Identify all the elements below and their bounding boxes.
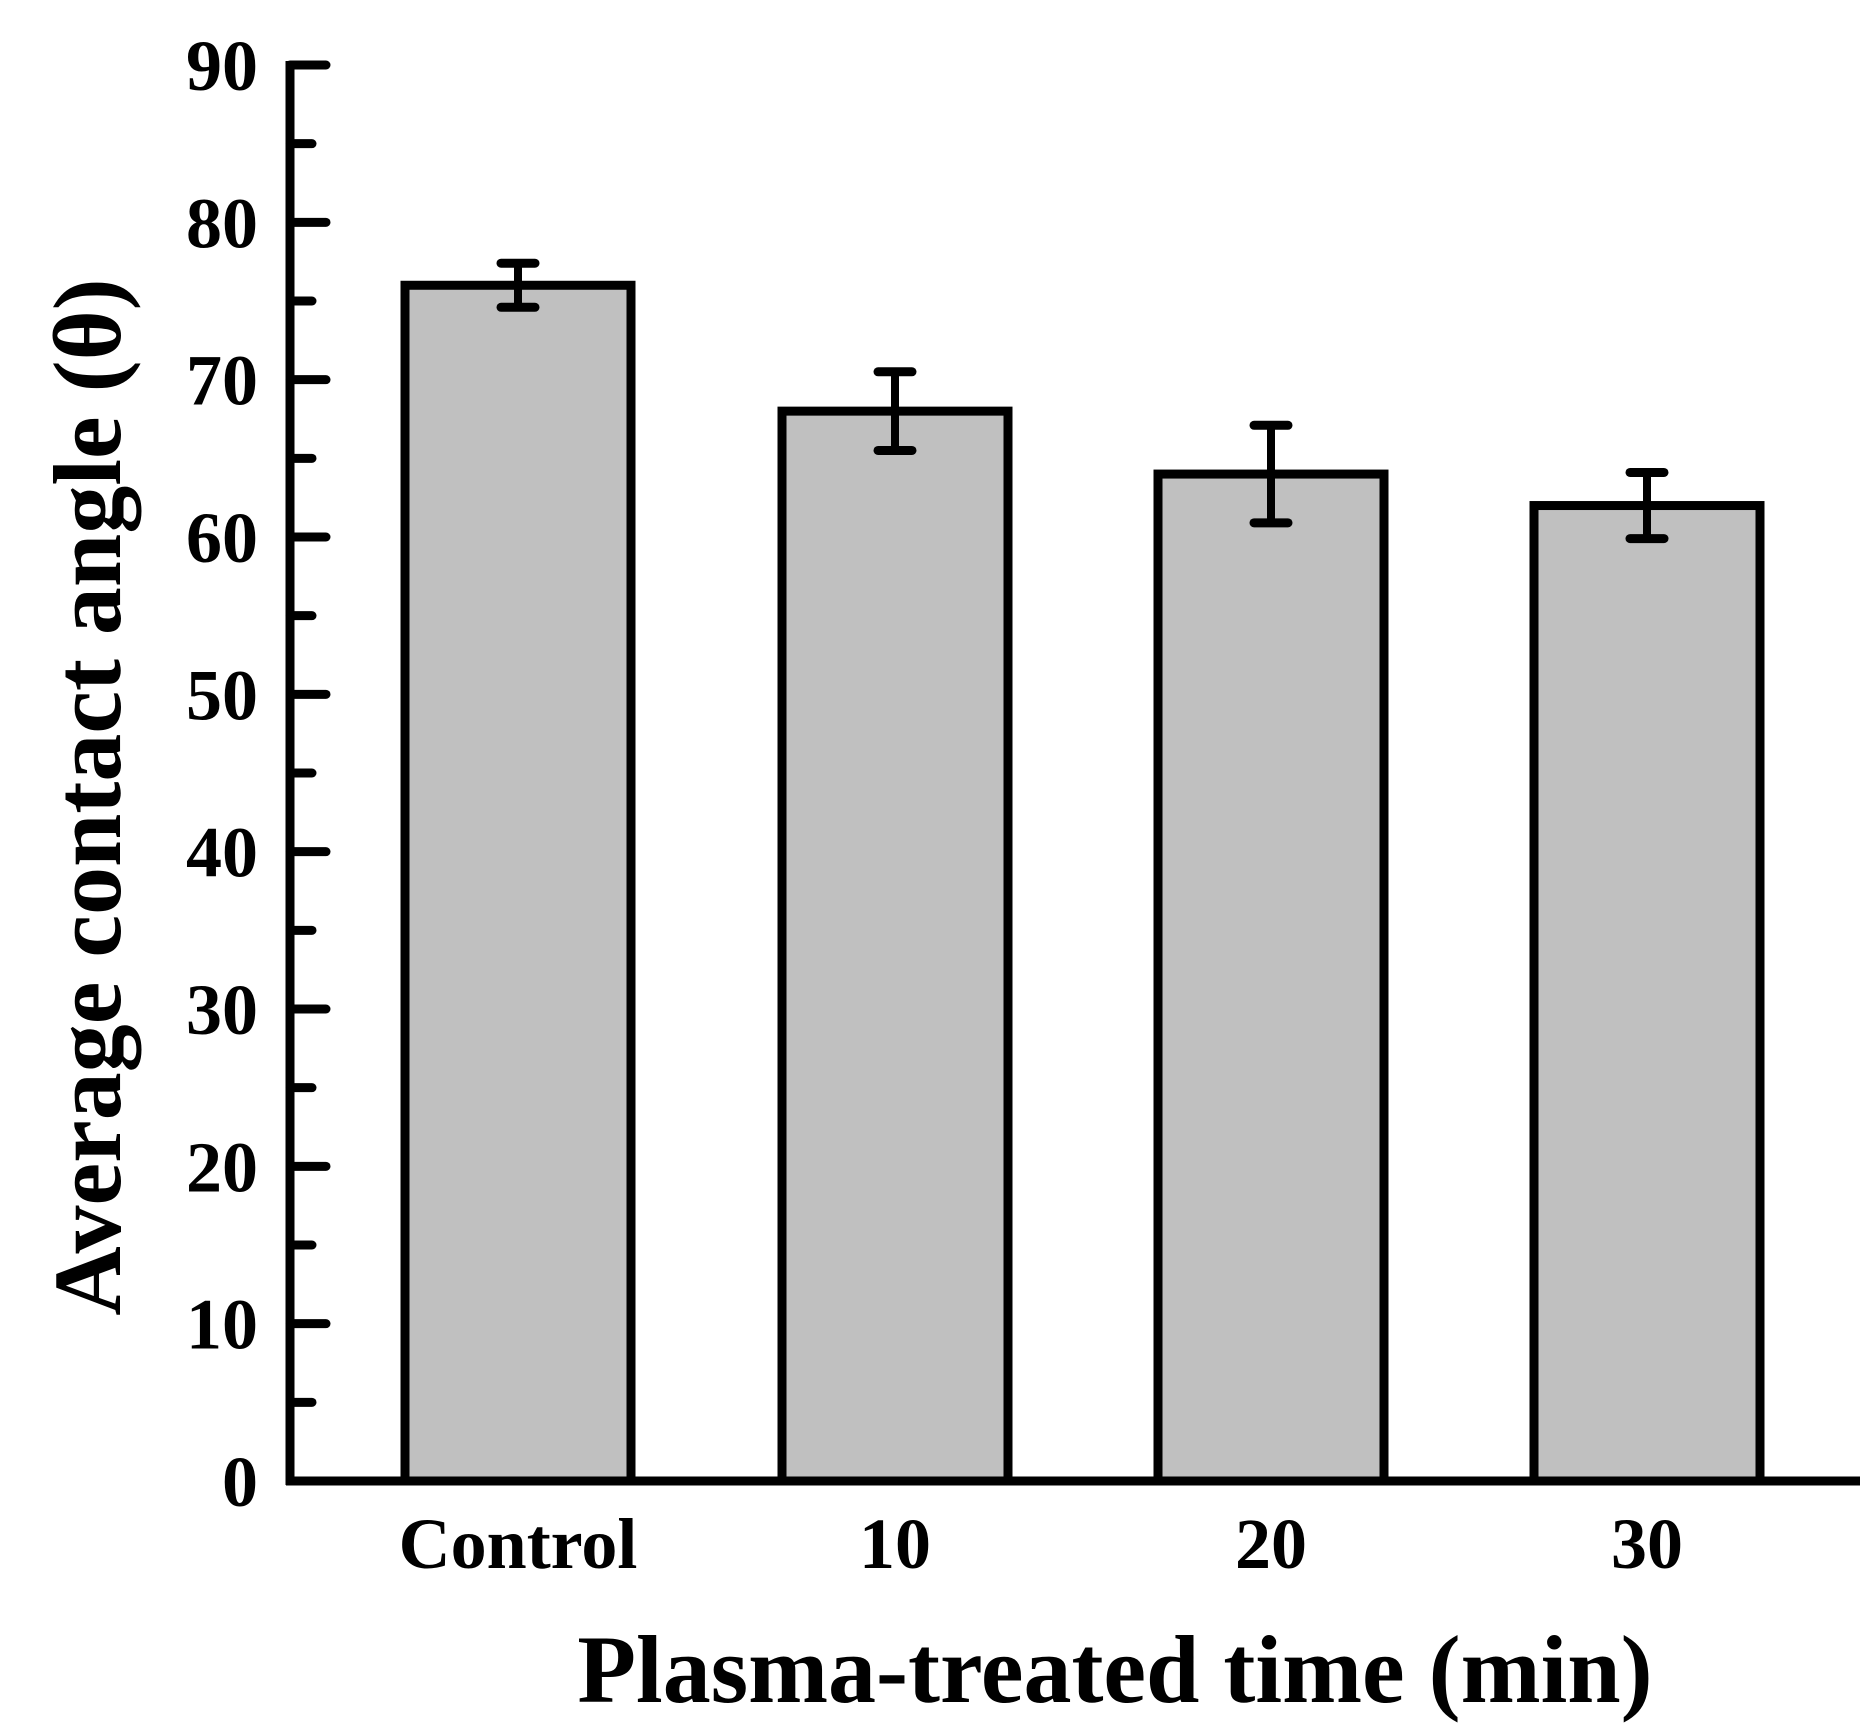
y-tick-label: 0 <box>222 1442 258 1522</box>
bar-10 <box>777 406 1013 1486</box>
error-bar-20 <box>1249 420 1293 528</box>
x-tick-label-10: 10 <box>859 1504 931 1584</box>
x-tick-labels-layer: Control 10 20 30 <box>399 1504 1683 1584</box>
y-tick-label: 90 <box>186 26 258 106</box>
y-tick-label: 80 <box>186 183 258 263</box>
y-tick-label: 40 <box>186 813 258 893</box>
y-tick-label: 60 <box>186 498 258 578</box>
x-tick-label-30: 30 <box>1611 1504 1683 1584</box>
error-bar-10 <box>873 367 917 455</box>
error-bars-layer <box>496 258 1669 544</box>
bar-control <box>400 280 636 1486</box>
y-tick-label: 70 <box>186 341 258 421</box>
error-bar-control <box>496 258 540 312</box>
bar-20 <box>1153 469 1389 1486</box>
y-tick-label: 20 <box>186 1127 258 1207</box>
y-tick-label: 30 <box>186 970 258 1050</box>
y-tick-label: 10 <box>186 1285 258 1365</box>
x-axis-title: Plasma-treated time (min) <box>577 1616 1652 1723</box>
y-tick-label: 50 <box>186 655 258 735</box>
bar-30 <box>1529 501 1765 1486</box>
y-axis-title: Average contact angle (θ) <box>34 278 141 1315</box>
x-tick-label-control: Control <box>399 1504 638 1584</box>
x-tick-label-20: 20 <box>1235 1504 1307 1584</box>
bars-layer <box>400 280 1765 1486</box>
error-bar-30 <box>1625 467 1669 544</box>
y-ticks-layer: 0 10 20 30 40 50 60 70 80 90 <box>186 26 331 1522</box>
